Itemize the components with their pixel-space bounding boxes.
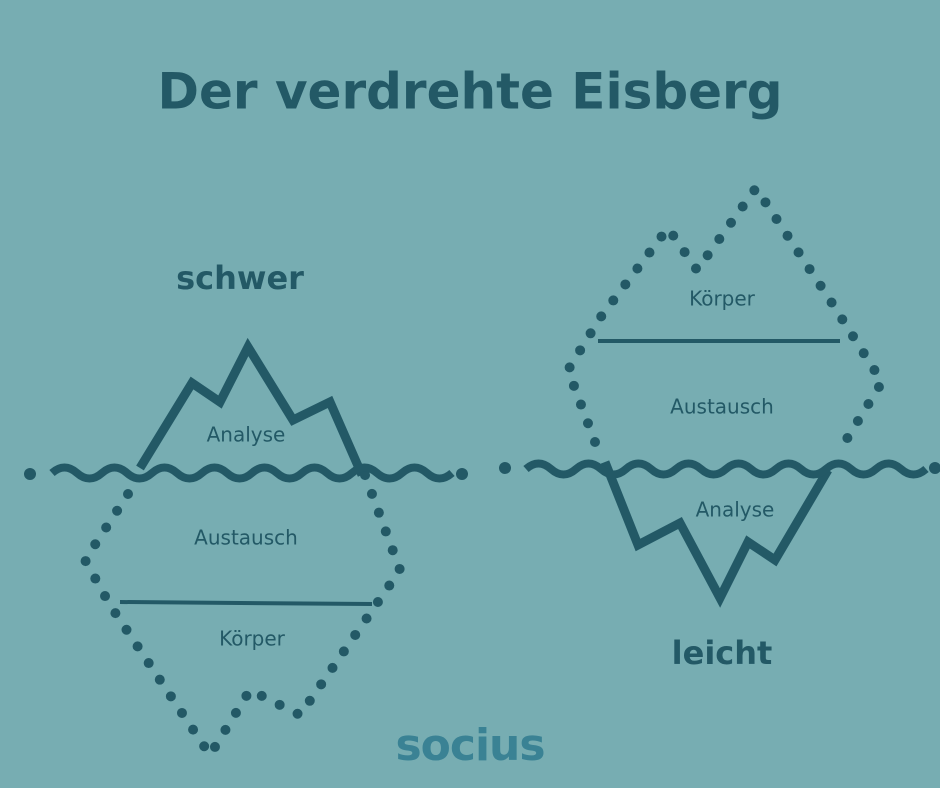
section-label: Austausch: [194, 526, 298, 550]
dot: [499, 462, 511, 474]
water-line: [49, 463, 455, 483]
dot: [24, 468, 36, 480]
section-label: Analyse: [696, 498, 775, 522]
left-label: schwer: [176, 259, 304, 297]
right-iceberg-top: [562, 179, 888, 455]
water-line: [523, 459, 929, 479]
section-label: Analyse: [207, 423, 286, 447]
logo: socius: [395, 720, 544, 771]
dot: [456, 468, 468, 480]
right-label: leicht: [672, 634, 773, 672]
dot: [929, 462, 940, 474]
section-label: Austausch: [670, 395, 774, 419]
section-label: Körper: [219, 627, 286, 651]
right-iceberg-bottom: [600, 460, 832, 608]
title: Der verdrehte Eisberg: [157, 63, 782, 121]
section-label: Körper: [689, 287, 756, 311]
divider: [119, 600, 373, 606]
left-iceberg-top: [136, 337, 367, 477]
